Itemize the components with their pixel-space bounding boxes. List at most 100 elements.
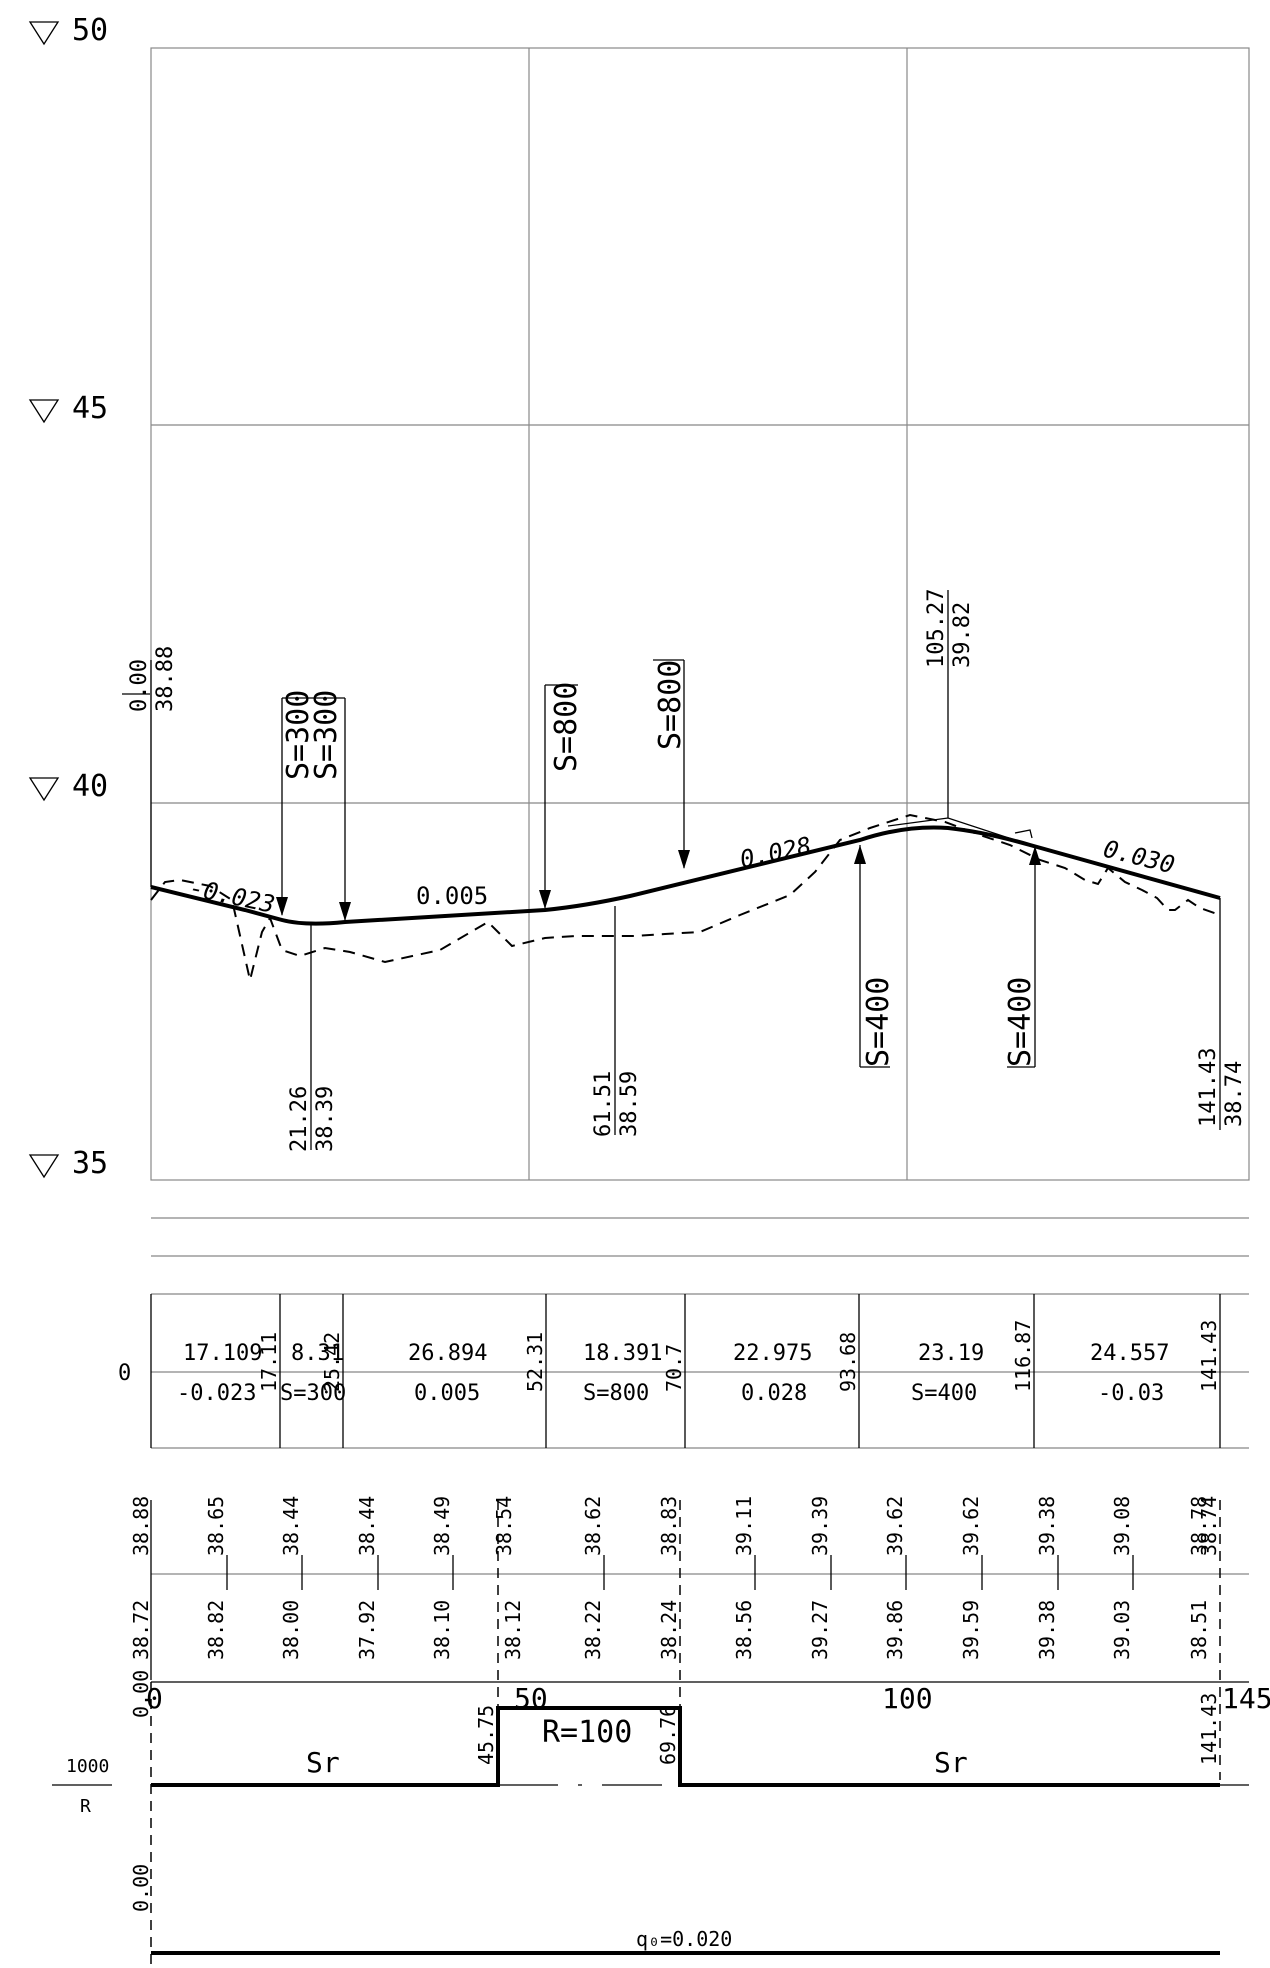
ground-elevation: 39.03 xyxy=(1110,1600,1134,1660)
elevation-label: 50 xyxy=(72,13,108,48)
design-elevation: 38.65 xyxy=(204,1496,228,1556)
ground-elevation: 38.51 xyxy=(1187,1600,1211,1660)
ground-line xyxy=(150,813,1221,981)
curve-label: S=800 xyxy=(653,660,688,750)
crossfall-band: 0.00 q₀=0.020 xyxy=(129,1864,1220,1955)
grade-label: -0.023 xyxy=(187,873,278,918)
curve-label: S=300 xyxy=(309,690,344,780)
grade-label: 0.028 xyxy=(737,831,813,873)
design-elevation: 39.62 xyxy=(883,1496,907,1556)
profile-grid xyxy=(150,47,1250,1181)
key-station: 61.51 xyxy=(591,1071,616,1137)
design-elevation: 38.44 xyxy=(355,1496,379,1556)
station-label: 100 xyxy=(882,1682,933,1715)
scale-top: 1000 xyxy=(66,1756,109,1777)
grade-value: S=300 xyxy=(280,1381,346,1406)
grade-length: 17.109 xyxy=(183,1341,262,1366)
design-elevation: 38.49 xyxy=(430,1496,454,1556)
straight-label: Sr xyxy=(306,1746,340,1779)
grade-value: S=400 xyxy=(911,1381,977,1406)
ground-elevation: 39.38 xyxy=(1035,1600,1059,1660)
key-point-2: 21.26 38.39 xyxy=(287,922,338,1152)
grade-length: 22.975 xyxy=(733,1341,812,1366)
alignment-start-label: 0.00 xyxy=(129,1670,153,1718)
ground-elevation: 38.10 xyxy=(430,1600,454,1660)
elevation-label: 35 xyxy=(72,1146,108,1181)
grade-length: 23.19 xyxy=(918,1341,984,1366)
design-elevation: 38.88 xyxy=(129,1496,153,1556)
design-elevation: 39.62 xyxy=(959,1496,983,1556)
elevation-marker-35: 35 xyxy=(28,1146,108,1181)
vertical-curve-marker-3: S=800 xyxy=(539,682,584,909)
ground-elevation: 39.27 xyxy=(808,1600,832,1660)
elevation-label: 40 xyxy=(72,769,108,804)
grade-divider-station: 93.68 xyxy=(836,1332,860,1392)
design-elevation: 38.78 xyxy=(1187,1496,1211,1556)
key-elevation: 39.82 xyxy=(950,602,975,668)
grade-divider-station: 17.11 xyxy=(257,1332,281,1392)
grade-length: 8.31 xyxy=(291,1341,344,1366)
ground-elevation: 38.24 xyxy=(657,1600,681,1660)
grade-divider-station: 70.7 xyxy=(662,1344,686,1392)
design-line xyxy=(150,825,1221,926)
curve-start-station: 45.75 xyxy=(474,1705,498,1765)
alignment-end-station: 141.43 xyxy=(1197,1693,1221,1765)
grade-divider-station: 25.42 xyxy=(320,1332,344,1392)
grade-divider-station: 52.31 xyxy=(523,1332,547,1392)
elevation-marker-50: 50 xyxy=(28,13,108,48)
grade-value: 0.005 xyxy=(414,1381,480,1406)
vertical-curve-marker-2: S=300 xyxy=(282,690,351,921)
vertical-curve-marker-4: S=800 xyxy=(653,659,690,869)
grade-table-left-label: 0 xyxy=(118,1361,131,1386)
grade-divider-station: 116.87 xyxy=(1011,1320,1035,1392)
ground-elevation: 38.56 xyxy=(732,1600,756,1660)
key-station: 0.00 xyxy=(127,659,152,712)
grade-value: -0.023 xyxy=(177,1381,256,1406)
alignment-line xyxy=(151,1706,1220,1787)
ground-elevation: 38.12 xyxy=(501,1600,525,1660)
design-elevation: 39.39 xyxy=(808,1496,832,1556)
key-elevation: 38.88 xyxy=(153,646,178,712)
ground-elevation: 38.00 xyxy=(279,1600,303,1660)
station-label: 145 xyxy=(1222,1682,1270,1715)
grade-value: -0.03 xyxy=(1098,1381,1164,1406)
curve-label: S=300 xyxy=(281,690,316,780)
key-station: 105.27 xyxy=(924,589,949,668)
ground-elevation: 39.86 xyxy=(883,1600,907,1660)
ground-elevation: 38.72 xyxy=(129,1600,153,1660)
grade-value: S=800 xyxy=(583,1381,649,1406)
grade-length: 26.894 xyxy=(408,1341,487,1366)
grade-label: 0.005 xyxy=(416,882,488,910)
station-axis: 0 50 100 145 xyxy=(146,1682,1270,1715)
grade-value: 0.028 xyxy=(741,1381,807,1406)
elevation-axis: 50 45 40 35 xyxy=(28,13,108,1181)
key-point-end: 141.43 38.74 xyxy=(1196,898,1247,1130)
ground-elevation: 38.22 xyxy=(581,1600,605,1660)
grade-divider-station: 141.43 xyxy=(1197,1320,1221,1392)
station-label: 0 xyxy=(146,1682,163,1715)
grade-length: 18.391 xyxy=(583,1341,662,1366)
key-point-start: 0.00 38.88 xyxy=(122,646,178,887)
elevation-label: 45 xyxy=(72,391,108,426)
key-station: 21.26 xyxy=(287,1086,312,1152)
horizontal-alignment: 0.00 45.75 69.76 141.43 Sr Sr R=100 1000… xyxy=(52,1670,1249,1968)
design-elevation: 38.83 xyxy=(657,1496,681,1556)
key-elevation: 38.74 xyxy=(1222,1061,1247,1127)
crossfall-start-label: 0.00 xyxy=(129,1864,153,1912)
curvature-scale: 1000 R xyxy=(52,1756,112,1817)
design-elevation: 38.54 xyxy=(492,1496,516,1556)
design-elevation: 38.74 xyxy=(1197,1496,1221,1556)
key-elevation: 38.59 xyxy=(617,1071,642,1137)
key-station: 141.43 xyxy=(1196,1048,1221,1127)
grade-table: 0 17.109 -0.023 8.31 S=300 26.894 0.005 … xyxy=(118,1293,1249,1449)
elevation-ticks xyxy=(150,1500,1221,1780)
radius-label: R=100 xyxy=(542,1715,632,1750)
scale-bottom: R xyxy=(80,1796,91,1817)
station-label: 50 xyxy=(514,1682,548,1715)
key-elevation: 38.39 xyxy=(313,1086,338,1152)
design-elevation: 39.38 xyxy=(1035,1496,1059,1556)
curve-label: S=800 xyxy=(549,682,584,772)
ground-elevation: 38.82 xyxy=(204,1600,228,1660)
curve-label: S=400 xyxy=(1003,977,1038,1067)
